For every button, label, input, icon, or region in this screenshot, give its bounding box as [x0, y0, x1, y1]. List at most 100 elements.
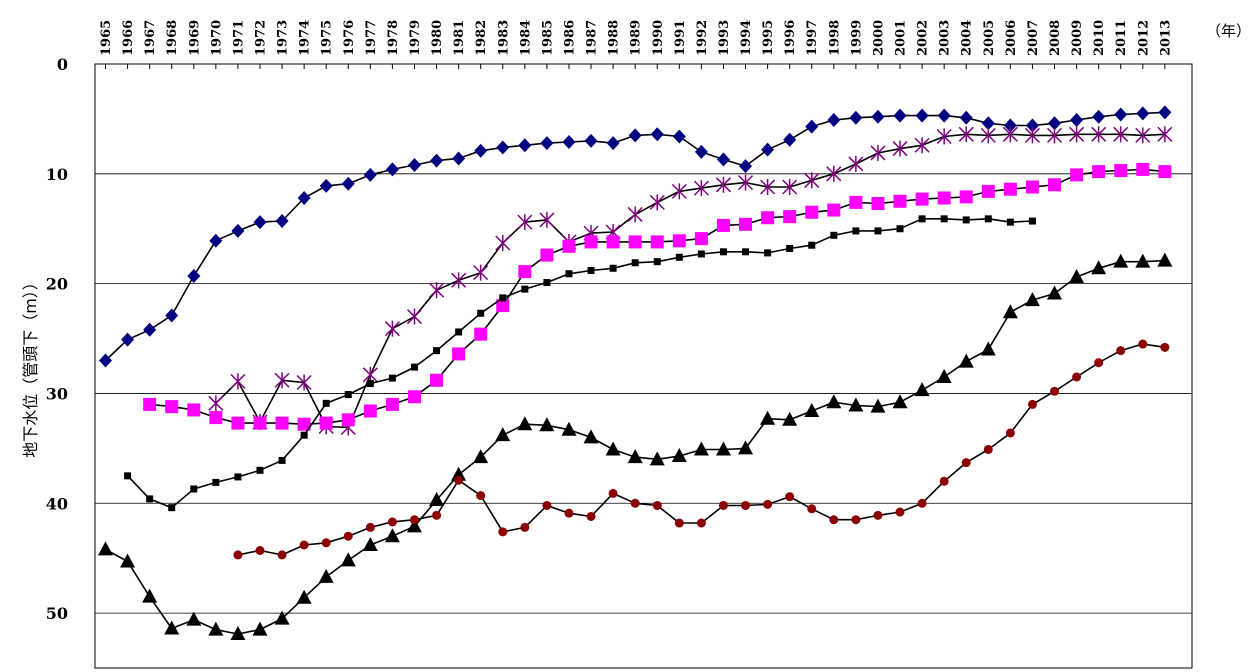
series-4-point-1979 — [410, 363, 418, 371]
series-1-point-2003 — [937, 108, 951, 123]
series-2-point-1983 — [495, 235, 511, 252]
series-2-point-1993 — [715, 176, 731, 193]
x-tick-label-1990: 1990 — [651, 20, 666, 56]
x-tick-label-1988: 1988 — [607, 20, 622, 56]
series-6-point-1997 — [807, 504, 817, 514]
series-1-point-2011 — [1114, 107, 1128, 122]
series-4-line — [127, 218, 1033, 509]
series-4 — [124, 215, 1036, 512]
y-tick-label-20: 20 — [46, 275, 68, 294]
series-2-point-2001 — [892, 140, 908, 157]
series-1-point-1999 — [849, 110, 863, 125]
gridlines — [95, 173, 1192, 614]
series-6 — [233, 339, 1170, 560]
series-3-point-1987 — [584, 235, 598, 249]
series-2-point-1984 — [517, 214, 533, 231]
series-5-point-2009 — [1069, 269, 1085, 284]
series-2-point-1990 — [649, 194, 665, 211]
series-1-point-1981 — [452, 151, 466, 166]
series-5-point-1997 — [804, 403, 820, 418]
series-1-point-2005 — [981, 116, 995, 131]
series-4-point-1993 — [719, 248, 727, 256]
series-5-point-1967 — [142, 588, 158, 603]
series-1-point-2013 — [1158, 105, 1172, 120]
series-1-point-1967 — [143, 322, 157, 337]
series-6-point-1980 — [432, 510, 442, 520]
series-5-point-1976 — [340, 552, 356, 567]
series-5-point-2000 — [870, 398, 886, 413]
x-tick-label-1999: 1999 — [849, 20, 864, 56]
series-2-point-2009 — [1069, 126, 1085, 143]
series-5-point-1970 — [208, 621, 224, 636]
x-tick-label-2009: 2009 — [1070, 20, 1085, 56]
series-1-point-1968 — [165, 308, 179, 323]
series-3-point-1980 — [430, 373, 444, 387]
series-3-point-2005 — [981, 184, 995, 198]
series-2-line — [215, 133, 1165, 429]
x-tick-label-1978: 1978 — [386, 20, 401, 56]
series-3-point-1970 — [209, 411, 223, 425]
series-4-point-1974 — [300, 431, 308, 439]
series-1-point-1989 — [628, 128, 642, 143]
series-1-point-1969 — [187, 268, 201, 283]
series-1-point-1966 — [121, 332, 135, 347]
x-tick-label-2010: 2010 — [1092, 20, 1107, 56]
series-2-point-1970 — [208, 395, 224, 412]
series-2 — [208, 126, 1173, 436]
series-3-point-1982 — [474, 327, 488, 341]
series-6-point-1975 — [321, 538, 331, 548]
series-6-point-2008 — [1050, 386, 1060, 396]
series-3-point-2012 — [1136, 162, 1150, 176]
series-6-point-2005 — [983, 444, 993, 454]
series-2-point-1978 — [384, 320, 400, 337]
series-5-point-1975 — [318, 568, 334, 583]
series-1-point-1976 — [341, 176, 355, 191]
series-5-point-2007 — [1024, 292, 1040, 307]
series-2-point-2013 — [1157, 126, 1173, 143]
series-5-point-1990 — [649, 451, 665, 466]
series-5-point-1969 — [186, 611, 202, 626]
series-1-point-1974 — [297, 190, 311, 205]
series-1-point-2008 — [1048, 116, 1062, 131]
series-1-point-1977 — [363, 167, 377, 182]
series-4-point-1967 — [146, 495, 154, 503]
series-6-point-1982 — [476, 491, 486, 501]
x-tick-label-1997: 1997 — [805, 20, 820, 56]
series-4-point-1980 — [433, 347, 441, 355]
series-3-point-1983 — [496, 299, 510, 313]
series-1-point-1990 — [650, 127, 664, 142]
series-5-point-1981 — [451, 466, 467, 481]
series-2-point-2008 — [1046, 127, 1063, 144]
x-tick-label-1986: 1986 — [562, 20, 577, 56]
series-3-point-1984 — [518, 265, 532, 279]
series-1-point-2009 — [1070, 113, 1084, 128]
series-1-point-1970 — [209, 233, 223, 248]
series-6-point-2010 — [1094, 358, 1104, 368]
series-3-point-1981 — [452, 347, 466, 361]
series-2-point-1997 — [804, 172, 820, 189]
series-5-point-2006 — [1002, 304, 1018, 319]
series-3-point-1999 — [849, 195, 863, 209]
x-tick-label-1974: 1974 — [298, 20, 313, 56]
series-6-point-1977 — [365, 522, 375, 532]
series-5-point-1992 — [693, 441, 709, 456]
series-5-point-1991 — [671, 448, 687, 463]
series-4-point-1969 — [190, 485, 198, 493]
series-3-point-2013 — [1158, 165, 1172, 179]
series-4-point-1990 — [653, 258, 661, 266]
series-6-point-2002 — [917, 498, 927, 508]
series-1-point-1995 — [761, 142, 775, 157]
series-3-point-1968 — [165, 400, 179, 414]
series-2-point-2005 — [980, 127, 996, 144]
series-3-point-1993 — [716, 218, 730, 232]
x-tick-label-1994: 1994 — [739, 20, 754, 56]
series-6-point-1978 — [387, 517, 397, 527]
series-3-point-1974 — [297, 417, 311, 431]
series-2-point-1982 — [473, 264, 489, 281]
series-1-point-1978 — [385, 162, 399, 177]
series-6-point-1983 — [498, 527, 508, 537]
series-3-point-1967 — [143, 397, 157, 411]
x-tick-label-2005: 2005 — [982, 20, 997, 56]
series-5-point-1980 — [429, 491, 445, 506]
x-tick-label-1968: 1968 — [165, 20, 180, 56]
